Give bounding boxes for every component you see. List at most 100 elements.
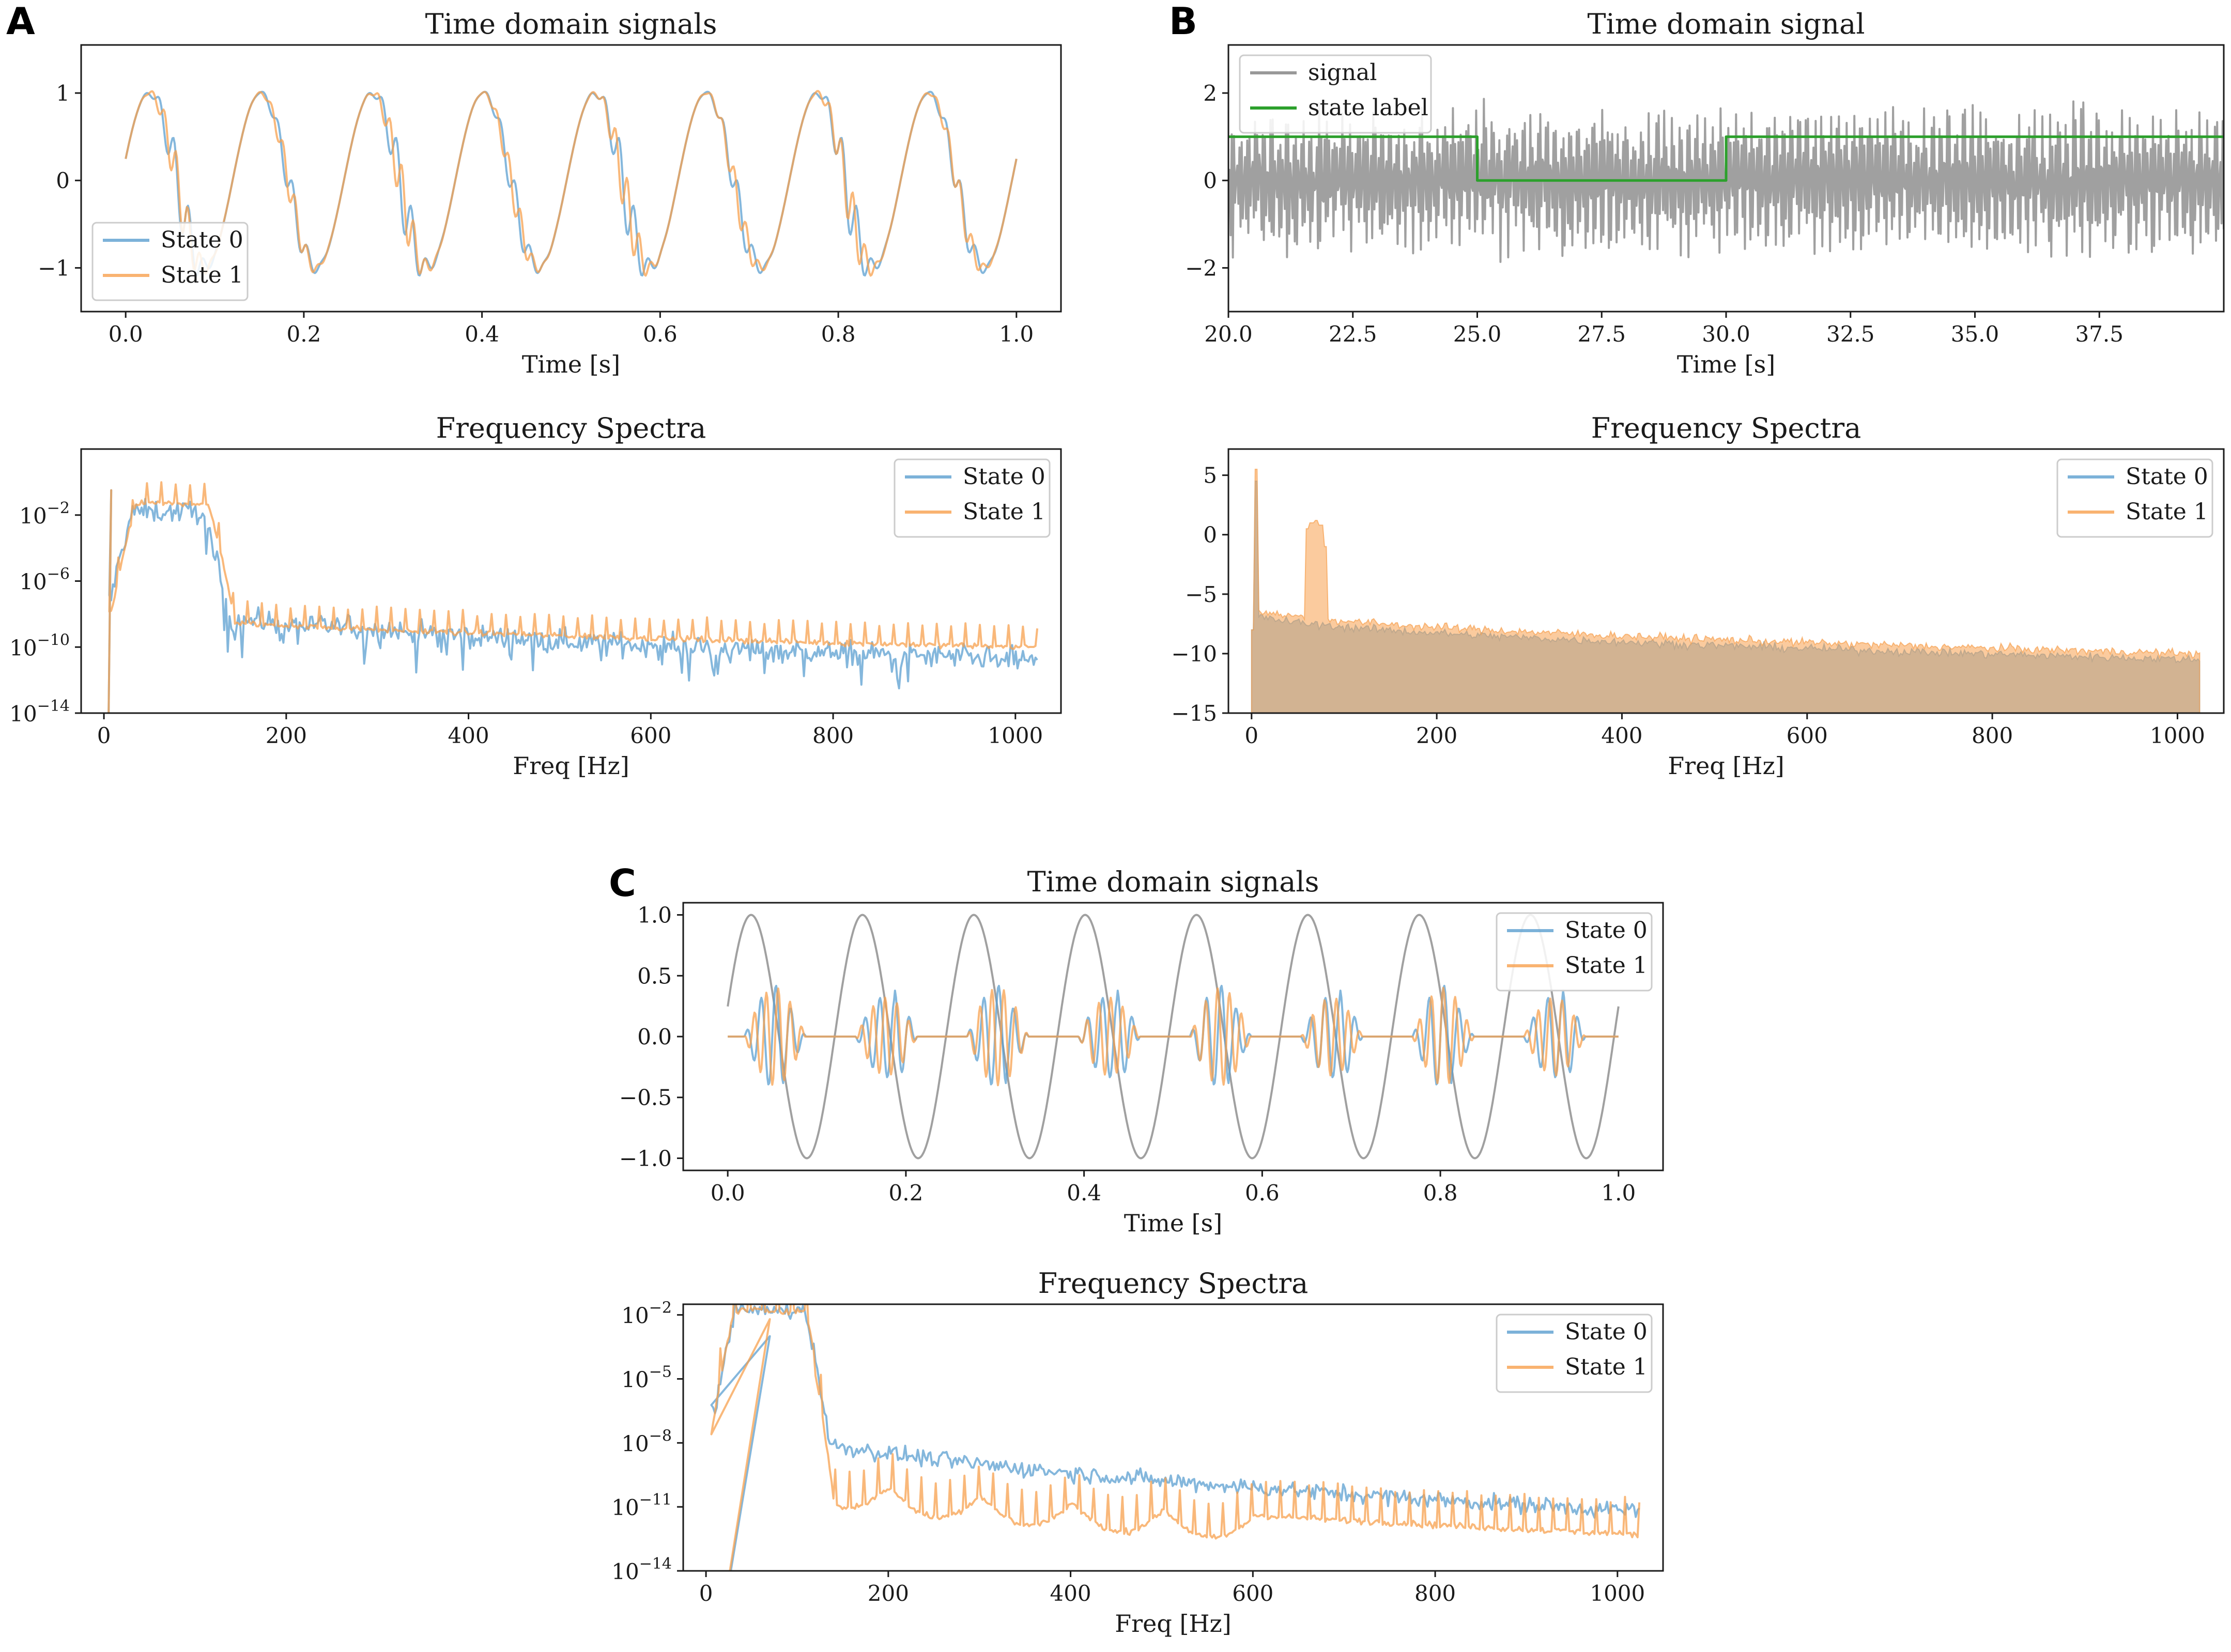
- series-state-1: [710, 1304, 1641, 1571]
- series-state-0: [125, 90, 1018, 276]
- chart-title: Time domain signal: [1587, 8, 1865, 40]
- plot-area: [710, 1304, 1641, 1571]
- legend-label: signal: [1308, 59, 1377, 86]
- plot-area: [1251, 469, 2201, 713]
- y-tick-base: 10: [621, 1367, 649, 1392]
- x-tick-label: 1000: [2150, 723, 2205, 748]
- legend-box: [1239, 54, 1432, 134]
- x-tick-label: 0: [97, 723, 111, 748]
- legend-box: [2056, 458, 2213, 538]
- axes-frame: [682, 1303, 1664, 1572]
- y-tick-exponent: −2: [649, 1299, 672, 1317]
- y-tick-label: 5: [1203, 463, 1217, 488]
- x-tick-label: 0: [1244, 723, 1258, 748]
- y-tick-label: −5: [1185, 582, 1217, 607]
- y-tick-label: −2: [1185, 255, 1217, 281]
- legend: State 0 State 1: [2056, 458, 2213, 538]
- plot-area: [107, 481, 1039, 713]
- x-tick-label: 0.0: [711, 1180, 745, 1206]
- x-tick-label: 1000: [1590, 1581, 1645, 1606]
- panel-letter-b: B: [1169, 0, 1197, 43]
- legend: State 0 State 1: [1496, 912, 1653, 992]
- x-tick-label: 30.0: [1702, 321, 1750, 347]
- y-tick-label: 0.0: [637, 1024, 672, 1049]
- x-tick-label: 0: [699, 1581, 713, 1606]
- y-tick-label: 10−5: [621, 1363, 672, 1392]
- x-tick-label: 0.8: [1423, 1180, 1458, 1206]
- x-tick-label: 35.0: [1951, 321, 1999, 347]
- x-tick-label: 32.5: [1826, 321, 1875, 347]
- x-tick-label: 27.5: [1577, 321, 1626, 347]
- series-carrier: [727, 914, 1620, 1160]
- x-tick-label: 0.6: [643, 321, 678, 347]
- legend: State 0 State 1: [91, 222, 249, 301]
- y-tick-base: 10: [611, 1495, 639, 1520]
- legend-label: State 0: [2126, 464, 2208, 490]
- y-tick-exponent: −6: [47, 565, 70, 583]
- legend: State 0 State 1: [1496, 1314, 1653, 1393]
- series-state-0: [710, 1304, 1640, 1571]
- y-tick-exponent: −14: [639, 1555, 672, 1573]
- series-state-1: [125, 90, 1018, 277]
- y-tick-exponent: −8: [649, 1427, 672, 1445]
- chart-title: Frequency Spectra: [436, 412, 706, 444]
- chart-a-time: Time domain signals 0.0 0.2 0.4 0.6 0.8 1.0 −1 0…: [38, 8, 1062, 378]
- y-tick-base: 10: [621, 1303, 649, 1329]
- x-tick-label: 25.0: [1453, 321, 1502, 347]
- legend-box: [91, 222, 249, 301]
- y-tick-label: 10−6: [19, 565, 70, 595]
- y-tick-exponent: −11: [639, 1491, 672, 1509]
- y-tick-label: 10−2: [621, 1299, 672, 1329]
- series-state-0: [107, 489, 1038, 713]
- x-tick-label: 200: [1416, 723, 1457, 748]
- x-tick-label: 1.0: [999, 321, 1034, 347]
- legend-box: [1496, 1314, 1653, 1393]
- x-tick-label: 400: [448, 723, 489, 748]
- x-tick-label: 0.8: [821, 321, 856, 347]
- plot-area: [125, 90, 1018, 277]
- x-tick-label: 600: [1232, 1581, 1273, 1606]
- y-tick-label: −0.5: [619, 1085, 672, 1110]
- x-axis-label: Time [s]: [1124, 1209, 1222, 1237]
- y-tick-label: −1.0: [619, 1146, 672, 1171]
- y-tick-label: −1: [38, 255, 70, 281]
- legend-box: [894, 458, 1051, 538]
- y-tick-label: 1: [56, 81, 70, 106]
- y-tick-label: 0: [56, 168, 70, 193]
- y-tick-label: 0: [1203, 522, 1217, 548]
- y-tick-base: 10: [621, 1431, 649, 1456]
- y-tick-base: 10: [9, 701, 37, 727]
- chart-c-time: Time domain signals 0.0 0.2 0.4 0.6 0.8 1.0 1.0…: [619, 866, 1664, 1237]
- legend-label: State 1: [1565, 1354, 1648, 1380]
- x-axis-label: Freq [Hz]: [1115, 1610, 1231, 1638]
- x-tick-label: 200: [868, 1581, 909, 1606]
- x-tick-label: 37.5: [2075, 321, 2124, 347]
- axes-frame: [80, 44, 1062, 313]
- y-tick-label: −15: [1171, 701, 1217, 726]
- y-tick-label: 10−14: [611, 1555, 672, 1584]
- x-tick-label: 600: [1787, 723, 1828, 748]
- x-tick-label: 0.4: [465, 321, 499, 347]
- legend-label: State 1: [2126, 499, 2208, 525]
- chart-title: Frequency Spectra: [1591, 412, 1861, 444]
- plot-area: [1228, 98, 2224, 263]
- series-state-label: [1228, 135, 2224, 182]
- x-tick-label: 0.0: [109, 321, 143, 347]
- x-tick-label: 800: [1414, 1581, 1456, 1606]
- y-tick-label: 0.5: [637, 963, 672, 989]
- legend-box: [1496, 912, 1653, 992]
- y-tick-label: 10−14: [9, 697, 70, 727]
- x-tick-label: 600: [630, 723, 671, 748]
- legend-label: State 1: [1565, 952, 1648, 979]
- y-tick-base: 10: [19, 503, 47, 529]
- x-tick-label: 400: [1601, 723, 1642, 748]
- y-tick-base: 10: [19, 569, 47, 595]
- legend: signal state label: [1239, 54, 1432, 134]
- y-tick-label: 2: [1203, 81, 1217, 106]
- legend-label: State 1: [161, 262, 243, 288]
- x-tick-label: 800: [812, 723, 854, 748]
- x-tick-label: 800: [1972, 723, 2013, 748]
- chart-title: Frequency Spectra: [1038, 1267, 1309, 1300]
- x-tick-label: 0.4: [1067, 1180, 1101, 1206]
